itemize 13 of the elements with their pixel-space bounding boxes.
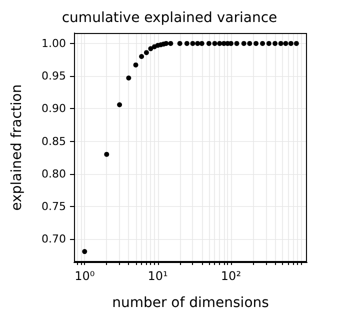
x-tick-label: 10¹ (148, 269, 168, 283)
y-tick-label: 0.75 (42, 200, 66, 214)
y-tick-label: 1.00 (42, 36, 66, 50)
x-axis-title: number of dimensions (112, 295, 269, 311)
y-axis-title: explained fraction (9, 84, 25, 211)
y-tick-label: 0.85 (42, 134, 66, 148)
y-tick-label: 0.90 (42, 102, 66, 116)
y-tick-label: 0.70 (42, 232, 66, 246)
y-tick-label: 0.80 (42, 167, 66, 180)
x-tick-label: 10⁰ (74, 269, 95, 283)
chart-title: cumulative explained variance (62, 10, 278, 26)
x-tick-label: 10² (220, 269, 242, 283)
y-tick-label: 0.95 (42, 70, 66, 83)
